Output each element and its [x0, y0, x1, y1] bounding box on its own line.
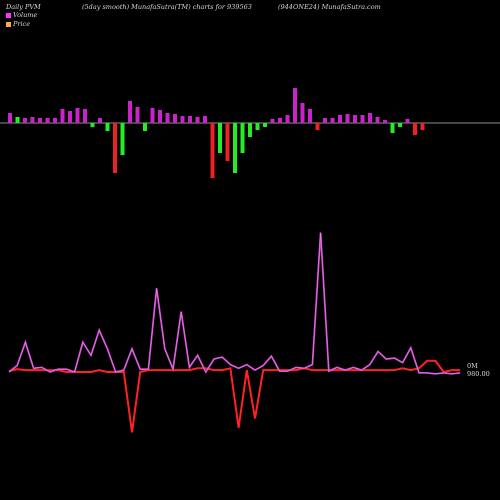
volume-bar [83, 109, 87, 123]
legend-price: Price [6, 20, 30, 28]
volume-bar [128, 101, 132, 123]
volume-bar [270, 119, 275, 123]
volume-bar [375, 117, 380, 123]
volume-bar [60, 109, 65, 123]
volume-bar [8, 113, 12, 123]
volume-bar [240, 123, 245, 153]
volume-bar [53, 118, 57, 123]
legend-price-swatch [6, 21, 11, 27]
volume-bar [75, 108, 80, 123]
volume-bar [113, 123, 117, 173]
volume-bar [323, 118, 327, 123]
legend-volume: Volume [6, 11, 37, 19]
volume-bar [203, 116, 207, 123]
header-subtitle: (5day smooth) MunafaSutra(TM) charts for… [82, 3, 252, 11]
volume-bar [158, 110, 162, 123]
volume-bar [345, 114, 350, 123]
volume-bar [195, 117, 200, 123]
volume-bar [45, 118, 50, 123]
volume-bar [300, 103, 305, 123]
volume-bar [338, 115, 342, 123]
volume-bar [90, 123, 95, 127]
volume-bar [308, 109, 312, 123]
legend-volume-label: Volume [13, 11, 38, 19]
volume-line-highlight [8, 232, 461, 375]
volume-bar [263, 123, 267, 127]
price-line [8, 359, 460, 433]
legend-volume-swatch [6, 12, 11, 18]
volume-bar [315, 123, 320, 130]
volume-bar [135, 107, 140, 123]
volume-bar [180, 116, 185, 123]
volume-bar [405, 119, 410, 123]
volume-bar [15, 117, 20, 123]
header-site: (944ONE24) MunafaSutra.com [278, 3, 381, 11]
volume-bar [23, 118, 27, 123]
volume-bar [390, 123, 395, 133]
volume-line [8, 232, 461, 375]
header-title: Daily PVM [6, 3, 41, 11]
volume-bar [120, 123, 125, 155]
volume-bar [218, 123, 222, 153]
end-label-price: 980.00 [467, 370, 490, 378]
volume-bar [165, 113, 170, 123]
volume-bar [68, 111, 72, 123]
volume-bar [210, 123, 215, 178]
volume-bar [353, 115, 357, 123]
volume-bar [255, 123, 260, 130]
volume-bar [285, 115, 290, 123]
volume-bar [98, 118, 102, 123]
volume-bar [383, 120, 387, 123]
volume-bar [330, 118, 335, 123]
end-label-volume: 0M [467, 362, 478, 370]
volume-bar [398, 123, 402, 127]
volume-bar [105, 123, 110, 131]
volume-bar [248, 123, 252, 137]
volume-bar [413, 123, 417, 135]
legend-price-label: Price [13, 20, 31, 28]
volume-bar [278, 118, 282, 123]
volume-bar [233, 123, 237, 173]
volume-bar [173, 114, 177, 123]
volume-bar [293, 88, 297, 123]
volume-bar [188, 116, 192, 123]
volume-bar [150, 108, 155, 123]
volume-bar [420, 123, 425, 130]
volume-bar [368, 113, 372, 123]
volume-bar [38, 118, 42, 123]
volume-bar [360, 115, 365, 123]
volume-bar [30, 117, 35, 123]
volume-bar [225, 123, 230, 161]
volume-bar [143, 123, 147, 131]
